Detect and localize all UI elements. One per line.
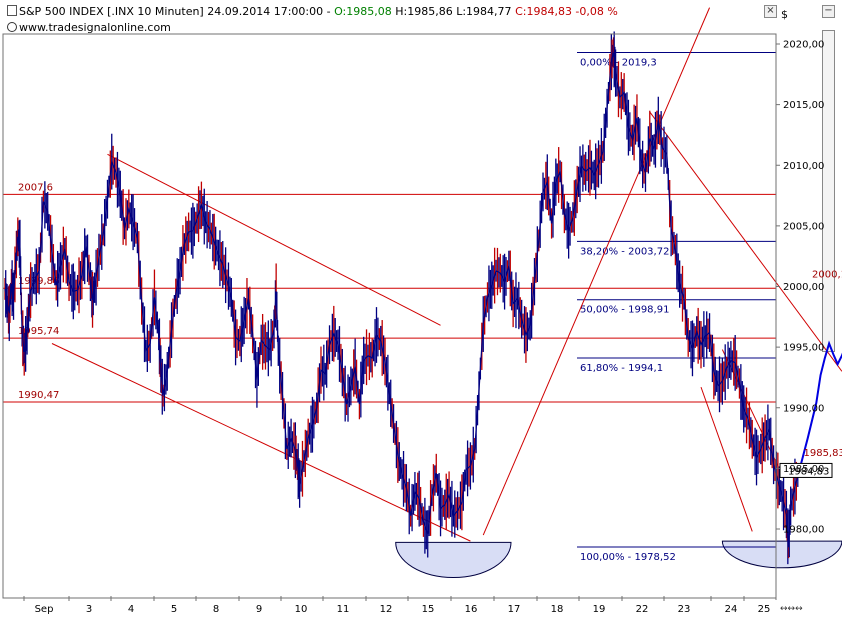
close-pane-button[interactable]: × (764, 5, 777, 18)
header-datetime: 24.09.2014 17:00:00 (207, 5, 324, 18)
level-label: 1990,47 (18, 390, 59, 401)
x-tick-label: 3 (86, 604, 92, 615)
level-label: 2007,6 (18, 182, 53, 193)
trend-line (107, 153, 441, 326)
minimize-pane-button[interactable]: − (822, 5, 835, 18)
chart-window-icon (7, 5, 17, 16)
last-price-box (779, 462, 833, 478)
fib-label: 100,00% - 1978,52 (580, 552, 676, 563)
trend-line (700, 386, 753, 532)
source-line: www.tradesignalonline.com (7, 21, 171, 34)
x-tick-label: 18 (551, 604, 564, 615)
fib-label: 61,80% - 1994,1 (580, 363, 663, 374)
source-url: www.tradesignalonline.com (19, 21, 171, 34)
price-line (4, 52, 800, 548)
last-price-label: 1984,83 (788, 466, 829, 477)
scroll-arrows-icon: ↔↔↔ (780, 604, 803, 614)
x-tick-label: 5 (171, 604, 177, 615)
level-label: 1995,74 (18, 326, 59, 337)
x-tick-label: 10 (295, 604, 308, 615)
x-tick-label: 15 (422, 604, 435, 615)
trend-line (649, 111, 842, 372)
fib-label: 50,00% - 1998,91 (580, 305, 669, 316)
x-tick-label: 19 (593, 604, 606, 615)
right-scrollbar[interactable] (822, 30, 835, 352)
y-tick-label: 2000,00 (783, 282, 824, 293)
trend-lines (51, 7, 842, 542)
trend-line (51, 343, 471, 542)
x-tick-label: 12 (380, 604, 393, 615)
x-tick-label: 22 (636, 604, 649, 615)
y-tick-label: 2010,00 (783, 161, 824, 172)
header-hl: H:1985,86 L:1984,77 (395, 5, 512, 18)
header-symbol: S&P 500 INDEX [.INX 10 Minuten] (19, 5, 204, 18)
x-tick-label: 17 (508, 604, 521, 615)
x-tick-label: 8 (213, 604, 219, 615)
axes: $2020,002015,002010,002005,002000,001995… (2, 8, 824, 615)
y-tick-label: 2015,00 (783, 100, 824, 111)
x-tick-label: 16 (465, 604, 478, 615)
y-tick-label: 1980,00 (783, 525, 824, 536)
y-tick-label: 2020,00 (783, 40, 824, 51)
x-tick-label: 11 (337, 604, 350, 615)
header-open: O:1985,08 (334, 5, 392, 18)
x-tick-label: Sep (35, 604, 54, 615)
y-tick-label: 2005,00 (783, 221, 824, 232)
fib-label: 38,20% - 2003,72 (580, 246, 669, 257)
copyright-icon (7, 22, 17, 32)
projection-line (798, 340, 842, 472)
annotation-label: 2000,14 (812, 270, 842, 281)
x-tick-label: 23 (678, 604, 691, 615)
header-close: C:1984,83 -0,08 % (515, 5, 618, 18)
price-series (4, 31, 800, 565)
y-tick-label: 1995,00 (783, 343, 824, 354)
x-tick-label: 24 (725, 604, 738, 615)
trend-line (721, 349, 779, 467)
x-tick-label: 25 (758, 604, 771, 615)
annotations: 2000,14 1985,83 1984,83 (779, 270, 842, 478)
y-tick-label: 1985,00 (783, 464, 824, 475)
bowl-shape (721, 540, 842, 569)
header-sep: - (323, 5, 335, 18)
trend-line (482, 7, 711, 536)
annotation-label: 1985,83 (803, 448, 842, 459)
y-tick-label: 1990,00 (783, 403, 824, 414)
bowl-shape (395, 541, 512, 578)
x-tick-label: 4 (128, 604, 134, 615)
y-unit-label: $ (781, 8, 788, 21)
chart-header: S&P 500 INDEX [.INX 10 Minuten] 24.09.20… (7, 5, 618, 18)
projection-series (798, 340, 842, 472)
x-tick-label: 9 (256, 604, 262, 615)
